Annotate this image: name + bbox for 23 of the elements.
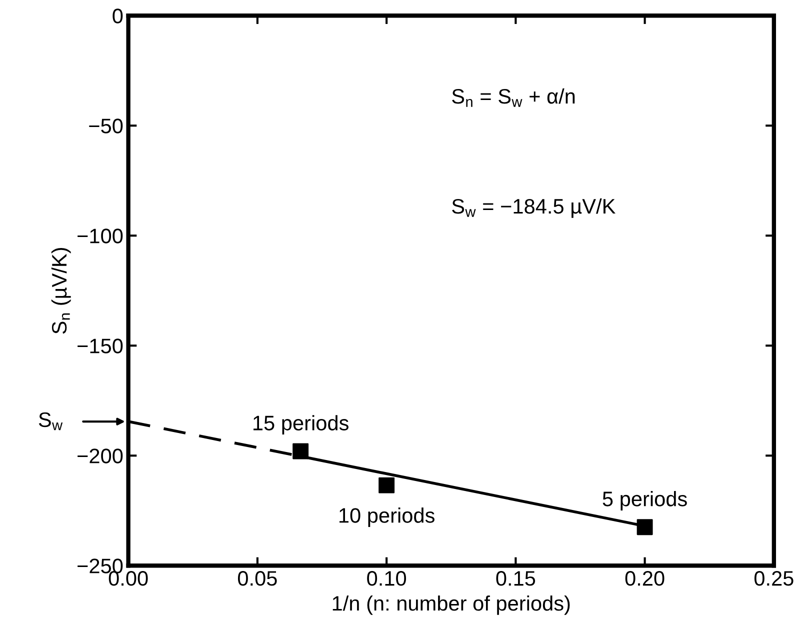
y-tick-label: −250 bbox=[78, 558, 123, 574]
point bbox=[378, 477, 395, 494]
x-tick-label: 0.10 bbox=[367, 571, 406, 586]
y-tick-label: −50 bbox=[89, 118, 123, 134]
y-tick-label: 0 bbox=[112, 8, 123, 24]
y-tick-label: −200 bbox=[78, 448, 123, 464]
point bbox=[292, 443, 309, 460]
x-tick-label: 0.15 bbox=[496, 571, 536, 586]
x-axis-title: 1/n (n: number of periods) bbox=[332, 595, 570, 615]
annotation: 5 periods bbox=[602, 491, 687, 510]
x-tick-label: 0.20 bbox=[625, 571, 664, 586]
annotation: 10 periods bbox=[340, 508, 434, 527]
point bbox=[636, 519, 653, 536]
x-tick-label: 0.25 bbox=[754, 571, 794, 586]
annotation: 15 periods bbox=[254, 415, 348, 435]
annotation: S$_{w}$ = −184.5 µV/K bbox=[452, 198, 616, 218]
y-tick-label: −100 bbox=[78, 228, 123, 244]
y-tick-label: −150 bbox=[78, 338, 123, 354]
y-axis-title: S$_{n}$ (µV/K) bbox=[51, 248, 71, 334]
x-tick-label: 0.05 bbox=[238, 571, 277, 586]
annotation: S$_{n}$ = S$_{w}$ + α/n bbox=[452, 88, 575, 107]
text: S$_{w}$ bbox=[38, 412, 63, 430]
x-tick-label: 0.00 bbox=[108, 571, 148, 586]
